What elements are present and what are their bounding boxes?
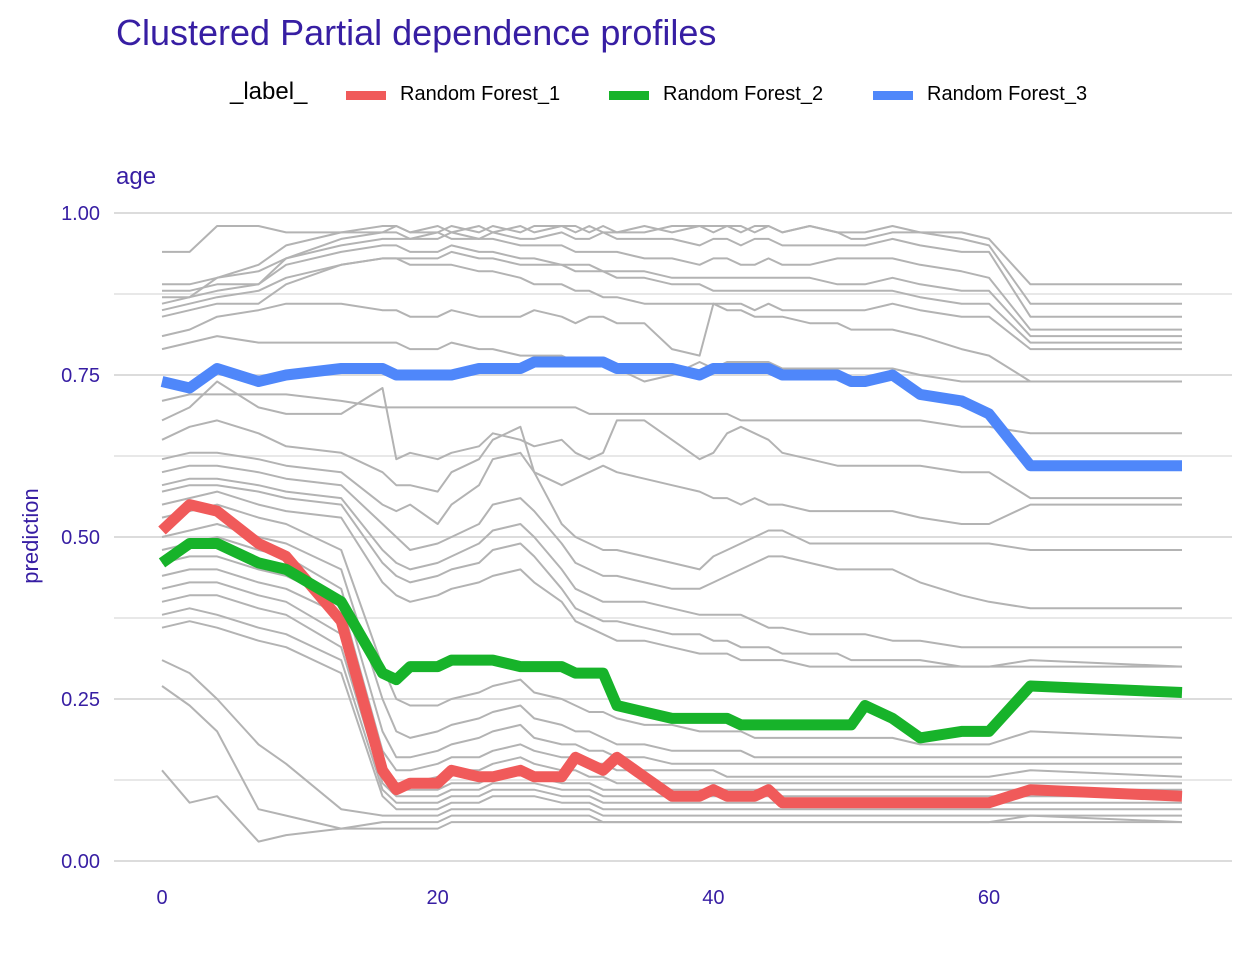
- background-profile-line: [161, 380, 1182, 500]
- chart-title: Clustered Partial dependence profiles: [116, 12, 717, 53]
- background-profile-line: [161, 490, 1183, 668]
- background-profile-line: [161, 659, 1182, 817]
- legend-title: _label_: [230, 78, 308, 105]
- legend-key-random-forest-1: [346, 91, 386, 100]
- series-lines: [158, 356, 1183, 809]
- background-profile-line: [161, 594, 1182, 798]
- background-profile-line: [162, 231, 1182, 318]
- background-profile-line: [161, 464, 1182, 610]
- background-profiles: [161, 225, 1183, 843]
- series-line-random-forest-1: [158, 499, 1183, 809]
- background-profile-line: [161, 523, 1182, 759]
- y-tick-label: 0.25: [61, 689, 100, 711]
- y-tick-label: 1.00: [61, 203, 100, 225]
- panel-label: age: [116, 163, 156, 190]
- x-axis-ticks: 0 20 40 60: [156, 887, 1000, 909]
- y-axis-label: prediction: [18, 488, 43, 583]
- background-profile-line: [161, 620, 1182, 811]
- x-tick-label: 0: [156, 887, 167, 909]
- legend-label-random-forest-2: Random Forest_2: [663, 83, 824, 105]
- series-line-random-forest-3: [160, 356, 1182, 472]
- background-profile-line: [161, 257, 1182, 351]
- x-tick-label: 60: [978, 887, 1000, 909]
- background-profile-line: [161, 769, 1182, 843]
- background-profile-line: [161, 555, 1183, 778]
- series-line-random-forest-2: [158, 538, 1183, 744]
- background-profile-line: [161, 477, 1182, 649]
- y-tick-label: 0.50: [61, 527, 100, 549]
- background-profile-line: [162, 225, 1182, 286]
- background-profile-line: [161, 503, 1183, 746]
- background-profile-line: [161, 302, 1182, 383]
- background-profile-line: [161, 536, 1182, 765]
- y-axis-ticks: 0.00 0.25 0.50 0.75 1.00: [61, 203, 100, 873]
- y-tick-label: 0.00: [61, 851, 100, 873]
- background-profile-line: [162, 225, 1182, 305]
- x-tick-label: 40: [702, 887, 724, 909]
- background-profile-line: [161, 607, 1182, 804]
- background-profile-line: [161, 451, 1182, 571]
- background-profile-line: [162, 231, 1182, 331]
- background-profile-line: [161, 484, 1182, 668]
- legend-key-random-forest-2: [609, 91, 649, 100]
- legend: _label_ Random Forest_1 Random Forest_2 …: [0, 78, 1248, 112]
- x-tick-label: 20: [427, 887, 449, 909]
- legend-label-random-forest-3: Random Forest_3: [927, 83, 1088, 105]
- legend-label-random-forest-1: Random Forest_1: [400, 83, 561, 105]
- background-profile-line: [161, 419, 1182, 525]
- legend-key-random-forest-3: [873, 91, 913, 100]
- y-tick-label: 0.75: [61, 365, 100, 387]
- background-profile-line: [161, 244, 1182, 338]
